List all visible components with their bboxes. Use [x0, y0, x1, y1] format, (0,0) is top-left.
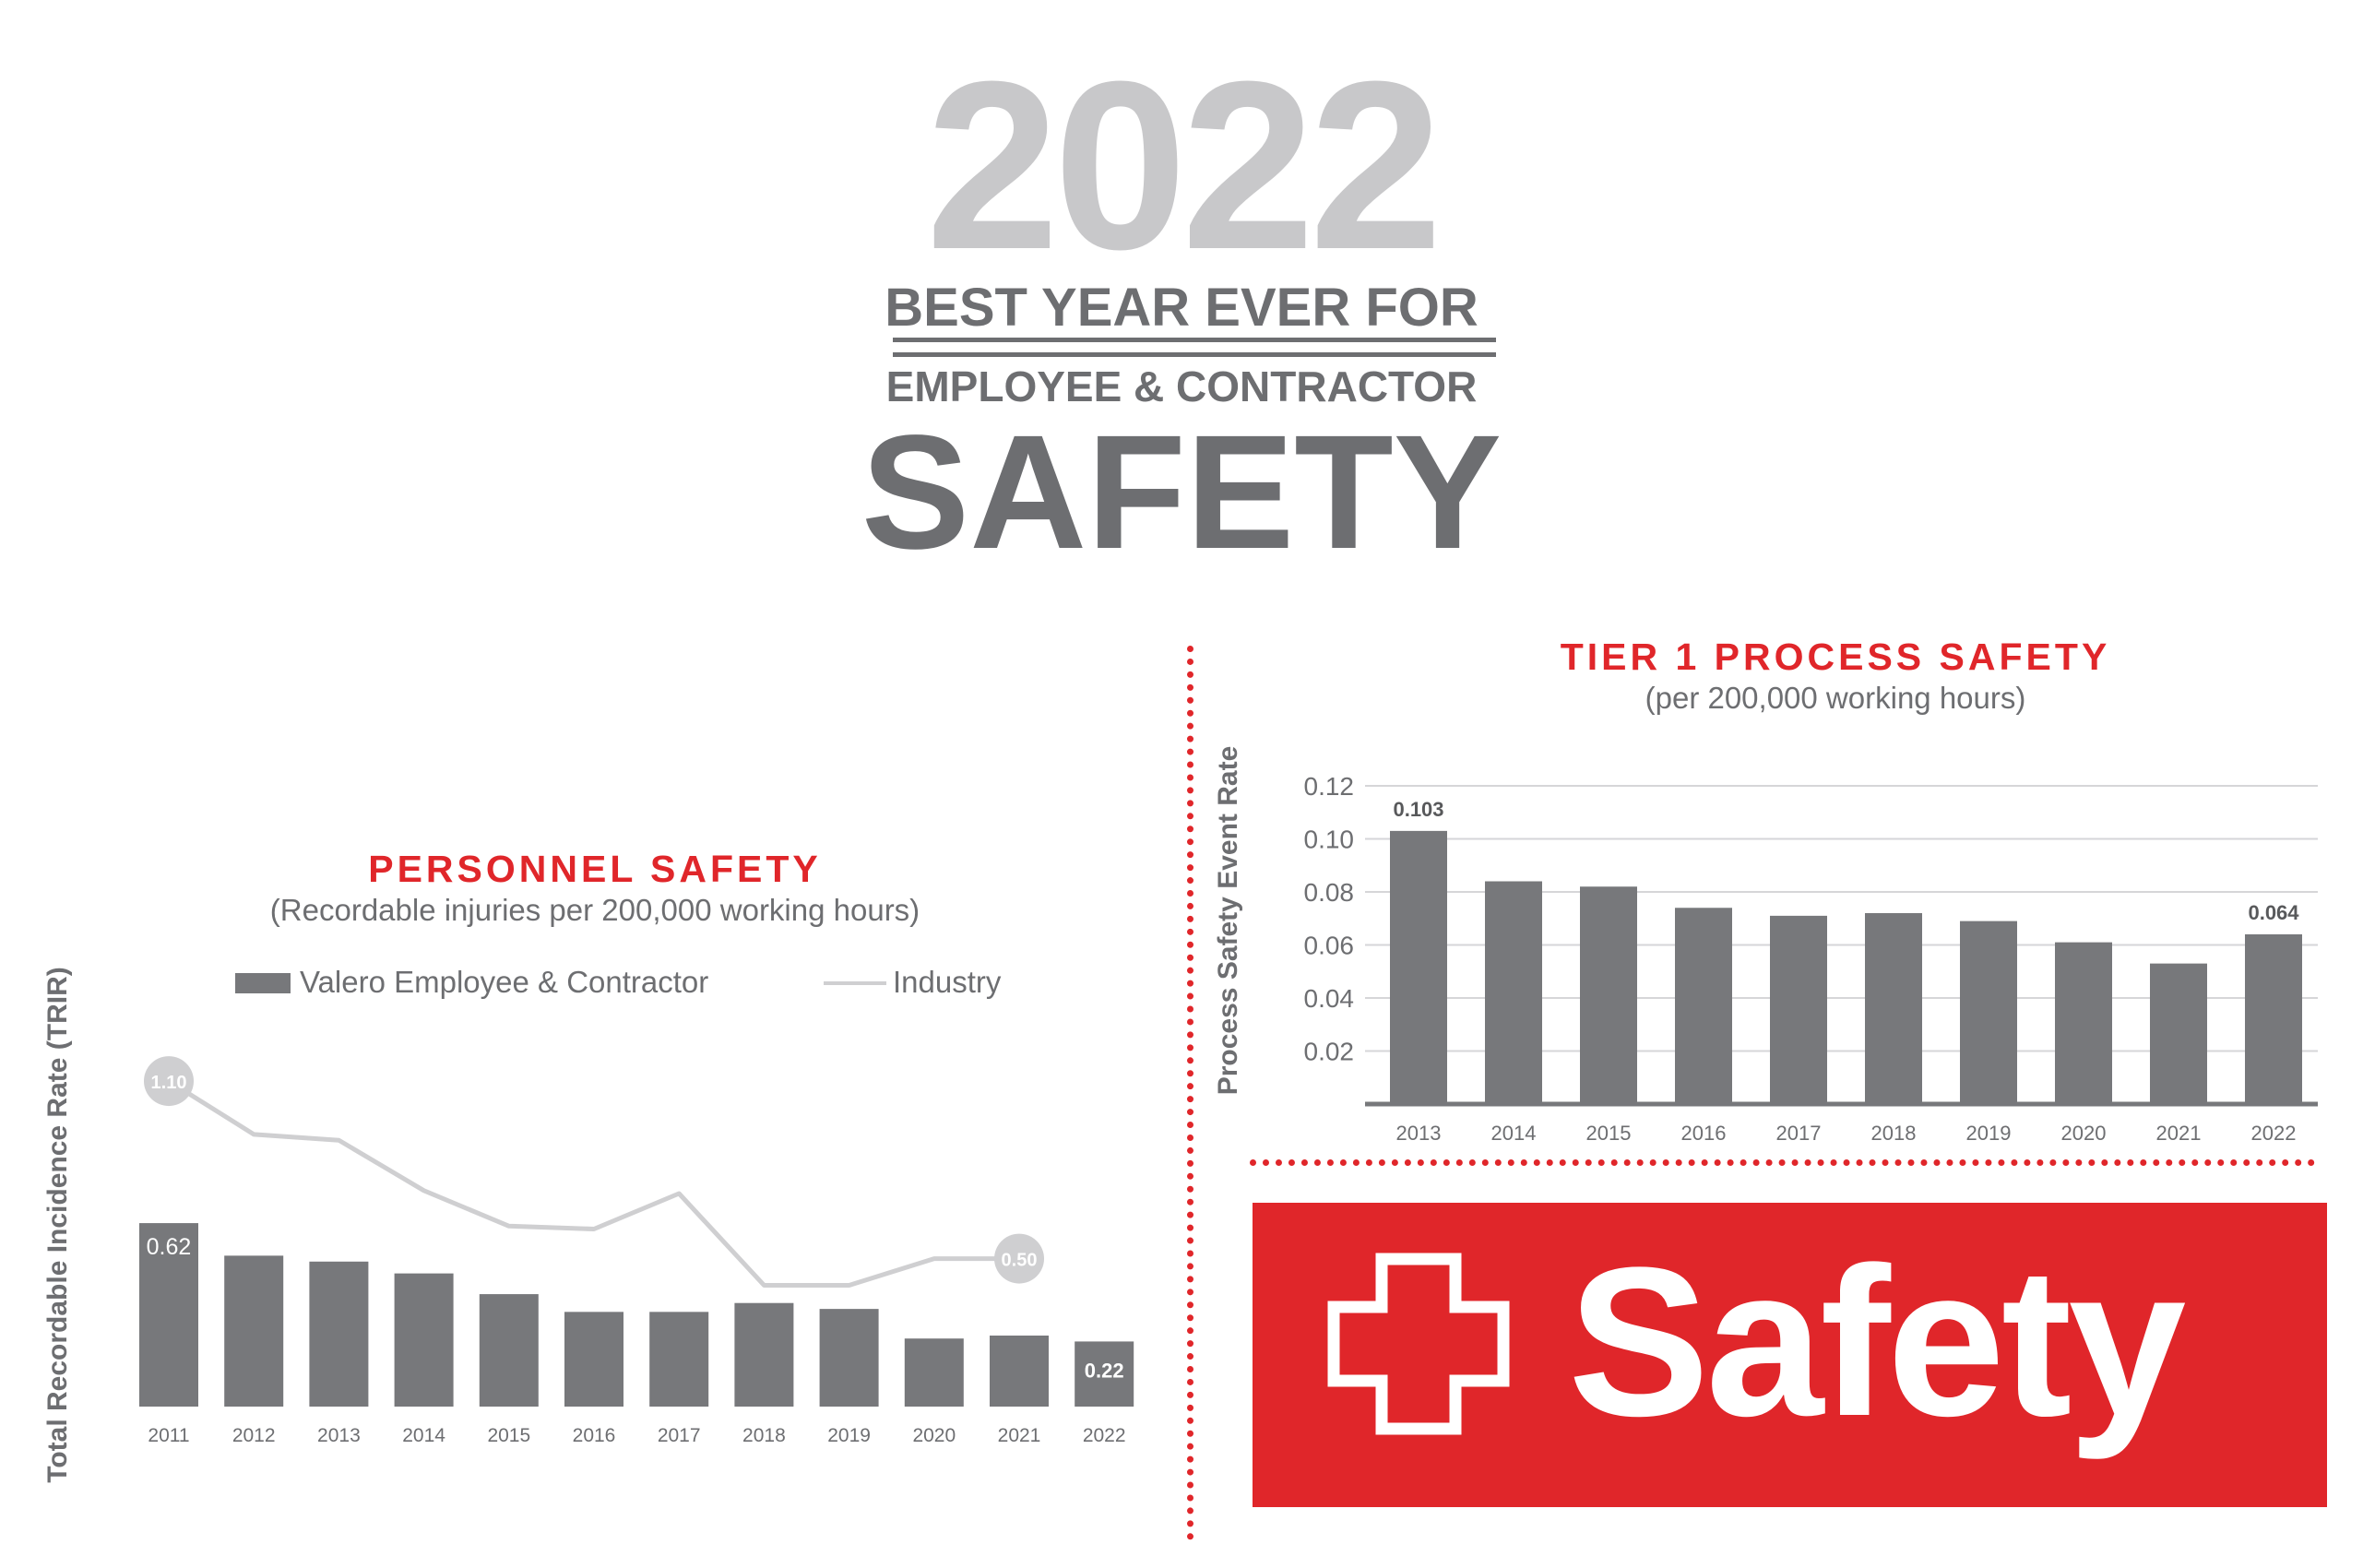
process-bar-2013 [1390, 830, 1447, 1104]
process-x-tick-2013: 2013 [1396, 1122, 1442, 1145]
process-x-tick-2022: 2022 [2251, 1122, 2297, 1145]
process-chart-title: TIER 1 PROCESS SAFETY [1560, 636, 2111, 678]
process-bar-2018 [1865, 913, 1922, 1104]
headline-safety: SAFETY [861, 402, 1502, 583]
headline-rule-top [893, 338, 1496, 342]
personnel-bar-2021 [990, 1336, 1049, 1407]
industry-label-bubble-2021 [994, 1233, 1044, 1284]
process-bar-data-label-2022: 0.064 [2248, 901, 2299, 924]
personnel-x-tick-2015: 2015 [487, 1425, 530, 1446]
legend-label-industry: Industry [893, 965, 1002, 999]
personnel-x-tick-2017: 2017 [658, 1425, 701, 1446]
process-x-tick-2016: 2016 [1681, 1122, 1727, 1145]
legend-label-valero: Valero Employee & Contractor [300, 965, 709, 999]
process-x-tick-2017: 2017 [1776, 1122, 1822, 1145]
personnel-bar-2015 [479, 1294, 539, 1407]
process-chart-plot: 0.02 0.04 0.06 0.08 0.10 0.12 2013 2014 2015 2016… [1304, 772, 2318, 1145]
personnel-x-tick-2021: 2021 [998, 1425, 1041, 1446]
process-bar-2016 [1675, 908, 1732, 1104]
personnel-bar-2012 [224, 1255, 284, 1407]
process-x-tick-2021: 2021 [2156, 1122, 2202, 1145]
headline-line-best-year: BEST YEAR EVER FOR [885, 278, 1478, 338]
process-bar-2022 [2245, 934, 2302, 1104]
process-bar-2019 [1960, 921, 2017, 1104]
safety-banner-word: Safety [1568, 1223, 2186, 1460]
personnel-x-tick-2022: 2022 [1083, 1425, 1126, 1446]
process-bar-2014 [1485, 881, 1542, 1104]
personnel-x-tick-2011: 2011 [148, 1425, 189, 1446]
process-x-tick-2015: 2015 [1586, 1122, 1632, 1145]
process-bar-2017 [1770, 915, 1827, 1104]
process-x-tick-2020: 2020 [2061, 1122, 2107, 1145]
personnel-bar-2016 [564, 1312, 623, 1407]
process-x-tick-2018: 2018 [1871, 1122, 1917, 1145]
process-bar-2021 [2150, 963, 2207, 1104]
process-bar-data-label-2013: 0.103 [1393, 798, 1443, 821]
industry-data-label-2021: 0.50 [1002, 1251, 1038, 1271]
horizontal-dotted-divider [1250, 1159, 2315, 1166]
personnel-bar-2013 [309, 1261, 369, 1407]
personnel-x-tick-2016: 2016 [573, 1425, 616, 1446]
vertical-dotted-divider [1187, 646, 1193, 1540]
medical-cross-icon [1327, 1253, 1510, 1435]
process-chart-subtitle: (per 200,000 working hours) [1645, 681, 2026, 715]
legend-bar-swatch [235, 973, 291, 993]
personnel-chart-title: PERSONNEL SAFETY [368, 848, 822, 890]
personnel-chart-plot: 2011 2012 2013 2014 2015 2016 2017 2018 2019 2020… [139, 1056, 1134, 1446]
personnel-bar-2014 [394, 1273, 454, 1407]
headline-year: 2022 [925, 32, 1443, 300]
headline-rule-bottom [893, 352, 1496, 357]
personnel-bar-data-label-2011: 0.62 [147, 1234, 192, 1260]
process-bar-2020 [2055, 942, 2112, 1104]
personnel-x-tick-2019: 2019 [827, 1425, 871, 1446]
personnel-x-tick-2014: 2014 [402, 1425, 445, 1446]
personnel-bar-2019 [819, 1309, 879, 1407]
process-y-tick-0.12: 0.12 [1304, 772, 1355, 801]
personnel-bar-2017 [649, 1312, 709, 1407]
process-y-tick-0.08: 0.08 [1304, 878, 1355, 907]
process-bar-2015 [1580, 886, 1637, 1104]
process-x-tick-2019: 2019 [1966, 1122, 2012, 1145]
process-y-tick-0.02: 0.02 [1304, 1038, 1355, 1066]
industry-label-bubble-2011 [144, 1056, 194, 1107]
industry-series-line [167, 1078, 1019, 1288]
personnel-x-tick-2020: 2020 [912, 1425, 956, 1446]
process-y-tick-0.06: 0.06 [1304, 932, 1355, 960]
personnel-bar-2022 [1075, 1341, 1134, 1407]
personnel-bar-2011 [139, 1223, 198, 1407]
personnel-x-tick-2013: 2013 [317, 1425, 361, 1446]
process-x-tick-2014: 2014 [1491, 1122, 1537, 1145]
process-y-tick-0.10: 0.10 [1304, 826, 1355, 854]
personnel-chart-subtitle: (Recordable injuries per 200,000 working… [269, 893, 920, 927]
personnel-bar-2020 [904, 1338, 964, 1407]
headline-line-employee-contractor: EMPLOYEE & CONTRACTOR [885, 362, 1478, 410]
personnel-x-tick-2012: 2012 [232, 1425, 276, 1446]
personnel-bar-data-label-2022: 0.22 [1085, 1359, 1124, 1382]
personnel-bar-2018 [734, 1302, 794, 1407]
process-y-tick-0.04: 0.04 [1304, 984, 1355, 1013]
personnel-x-tick-2018: 2018 [742, 1425, 786, 1446]
industry-data-label-2011: 1.10 [151, 1073, 187, 1093]
legend-line-swatch [824, 981, 886, 985]
